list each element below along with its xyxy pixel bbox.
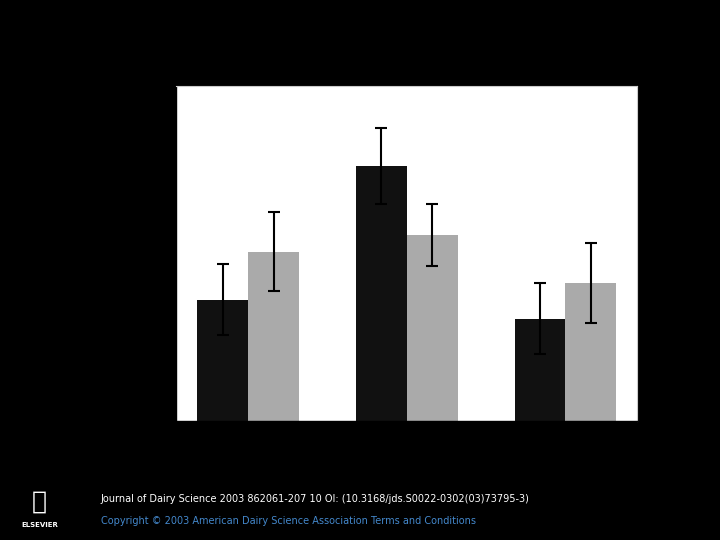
Bar	[565, 283, 616, 421]
X-axis label: Treatments: Treatments	[344, 460, 469, 478]
Text: Copyright © 2003 American Dairy Science Association Terms and Conditions: Copyright © 2003 American Dairy Science …	[101, 516, 476, 526]
Text: ELSEVIER: ELSEVIER	[21, 522, 58, 528]
Bar	[248, 252, 299, 421]
Text: ⬛: ⬛	[32, 489, 47, 513]
Bar	[356, 166, 407, 421]
Text: Figure 3: Figure 3	[329, 24, 391, 39]
Bar	[407, 235, 458, 421]
Text: Journal of Dairy Science 2003 862061-207 10 OI: (10.3168/jds.S0022-0302(03)73795: Journal of Dairy Science 2003 862061-207…	[101, 495, 530, 504]
Bar	[197, 300, 248, 421]
Y-axis label: 3H-Tdr (dpm/ug DNA): 3H-Tdr (dpm/ug DNA)	[132, 151, 150, 356]
Bar	[515, 319, 565, 421]
